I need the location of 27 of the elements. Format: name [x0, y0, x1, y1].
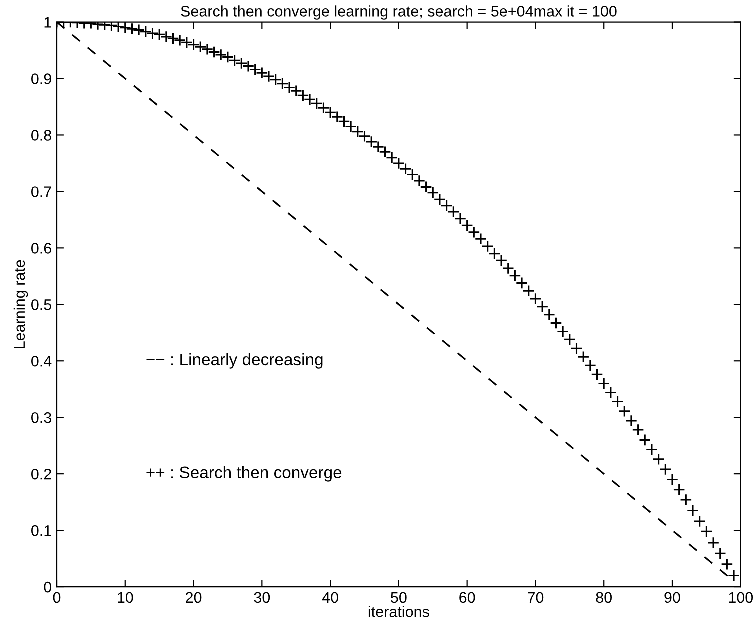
x-axis-title: iterations	[368, 606, 430, 618]
x-tick-label: 50	[391, 592, 407, 604]
y-tick-label: 0.2	[32, 468, 52, 480]
x-tick-label: 10	[118, 592, 134, 604]
x-tick-label: 60	[460, 592, 476, 604]
chart-title: Search then converge learning rate; search = 5e+04max it = 100	[181, 6, 617, 20]
y-tick-label: 0.1	[32, 525, 52, 536]
y-tick-label: 0.9	[32, 74, 52, 84]
x-tick-label: 90	[664, 592, 680, 604]
y-tick-label: 0.6	[32, 243, 52, 254]
x-tick-label: 100	[729, 592, 754, 604]
y-tick-label: 0	[44, 582, 52, 593]
y-tick-label: 0.4	[32, 356, 52, 367]
annotation: ++ : Search then converge	[146, 466, 342, 482]
x-tick-label: 0	[53, 592, 61, 604]
x-tick-label: 80	[596, 592, 612, 604]
y-tick-label: 0.8	[32, 130, 52, 141]
y-tick-label: 1	[44, 17, 52, 28]
y-tick-label: 0.3	[32, 412, 52, 424]
y-tick-label: 0.5	[32, 300, 52, 310]
x-tick-label: 30	[254, 592, 270, 604]
y-tick-label: 0.7	[32, 186, 52, 198]
y-axis-title: Learning rate	[14, 260, 28, 348]
x-tick-label: 40	[322, 592, 338, 604]
annotation: −− : Linearly decreasing	[146, 353, 323, 369]
x-tick-label: 20	[186, 592, 202, 604]
x-tick-label: 70	[528, 592, 544, 604]
